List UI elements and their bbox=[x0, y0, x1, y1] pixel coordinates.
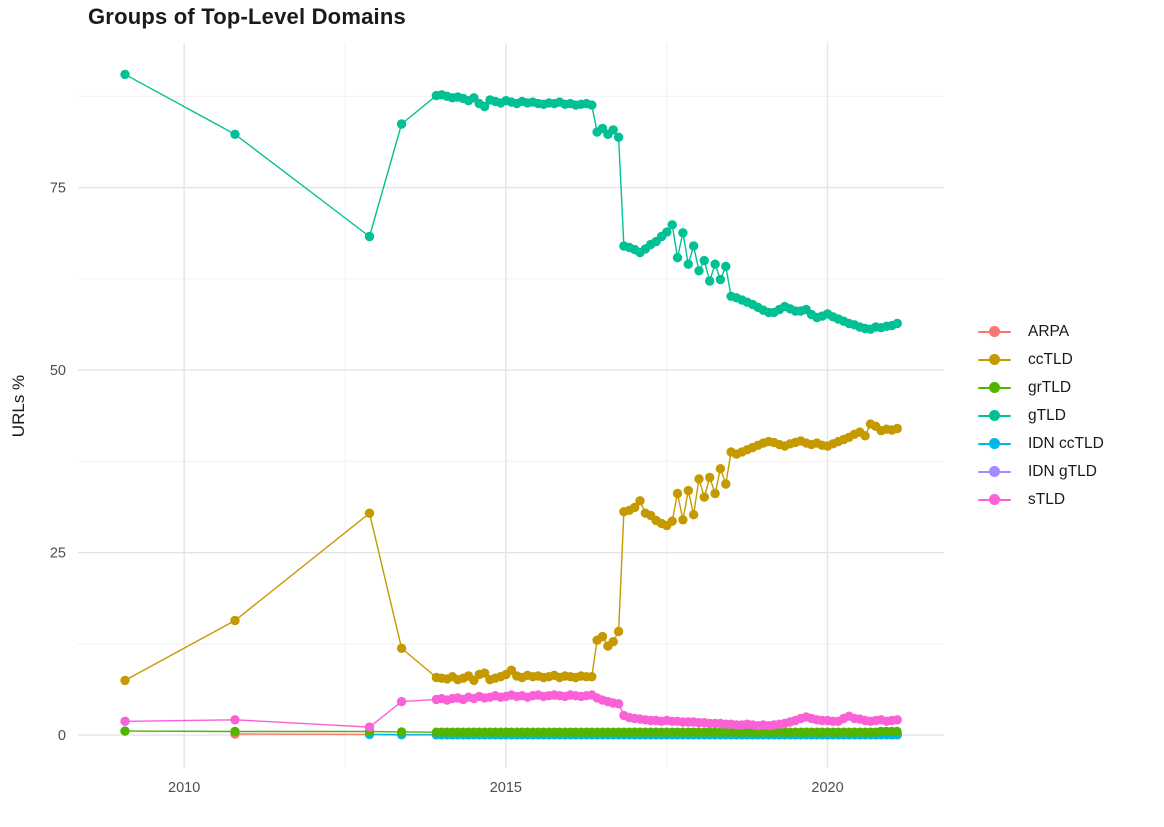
legend-label: sTLD bbox=[1028, 490, 1066, 508]
legend-key-icon bbox=[978, 437, 1011, 451]
series-gTLD bbox=[120, 69, 902, 334]
legend-item-IDN-gTLD: IDN gTLD bbox=[978, 462, 1104, 481]
data-point bbox=[230, 129, 240, 139]
data-point bbox=[230, 715, 240, 725]
data-point bbox=[683, 259, 693, 269]
data-point bbox=[120, 69, 130, 80]
legend-key-icon bbox=[978, 381, 1011, 395]
data-point bbox=[662, 227, 672, 237]
legend-label: gTLD bbox=[1028, 406, 1066, 424]
series-line bbox=[124, 73, 898, 330]
data-point bbox=[396, 727, 407, 737]
data-point bbox=[120, 716, 130, 726]
data-point bbox=[479, 101, 490, 112]
data-point bbox=[608, 125, 618, 135]
data-point bbox=[396, 119, 407, 129]
series-grTLD bbox=[120, 726, 902, 737]
data-point bbox=[635, 496, 645, 506]
data-point bbox=[364, 508, 375, 518]
data-point bbox=[688, 510, 699, 520]
data-point bbox=[667, 220, 677, 230]
legend-key-icon bbox=[978, 493, 1011, 507]
data-point bbox=[892, 726, 902, 737]
data-point bbox=[230, 726, 240, 737]
data-point bbox=[715, 274, 726, 285]
legend-key-icon bbox=[978, 353, 1011, 367]
data-point bbox=[613, 132, 624, 142]
data-point bbox=[230, 615, 240, 626]
data-point bbox=[694, 266, 704, 276]
data-point bbox=[678, 228, 688, 238]
legend-item-IDN-ccTLD: IDN ccTLD bbox=[978, 434, 1104, 453]
data-point bbox=[721, 479, 731, 489]
data-point bbox=[892, 715, 902, 725]
data-point bbox=[721, 261, 731, 272]
data-point bbox=[710, 488, 720, 499]
data-point bbox=[587, 100, 597, 110]
data-point bbox=[479, 668, 490, 678]
data-point bbox=[364, 722, 375, 732]
legend-label: ccTLD bbox=[1028, 350, 1073, 368]
data-point bbox=[667, 516, 677, 526]
legend-item-sTLD: sTLD bbox=[978, 490, 1104, 509]
data-point bbox=[364, 231, 375, 242]
data-point bbox=[715, 464, 726, 474]
series-sTLD bbox=[120, 690, 902, 732]
y-tick-label: 75 bbox=[50, 181, 66, 197]
x-tick-label: 2015 bbox=[490, 780, 522, 796]
data-point bbox=[120, 726, 130, 736]
data-point bbox=[613, 699, 624, 709]
data-point bbox=[613, 626, 624, 637]
data-point bbox=[678, 515, 688, 525]
data-point bbox=[860, 431, 870, 441]
data-point bbox=[597, 631, 608, 642]
data-point bbox=[705, 276, 715, 286]
x-tick-label: 2010 bbox=[168, 780, 200, 796]
data-point bbox=[688, 241, 699, 251]
legend-label: ARPA bbox=[1028, 322, 1070, 340]
data-point bbox=[672, 253, 683, 263]
legend-item-ccTLD: ccTLD bbox=[978, 350, 1104, 369]
legend: ARPA ccTLD grTLD gTLD IDN ccTLD IDN gTLD sTLD bbox=[978, 322, 1104, 509]
x-tick-label: 2020 bbox=[811, 780, 843, 796]
legend-item-gTLD: gTLD bbox=[978, 406, 1104, 425]
legend-label: grTLD bbox=[1028, 378, 1072, 396]
data-point bbox=[630, 502, 640, 513]
legend-key-icon bbox=[978, 409, 1011, 423]
plot-title: Groups of Top-Level Domains bbox=[88, 4, 406, 29]
data-point bbox=[710, 259, 720, 269]
legend-key-icon bbox=[978, 465, 1011, 479]
data-point bbox=[699, 255, 709, 266]
data-point bbox=[699, 492, 709, 502]
series-ccTLD bbox=[120, 419, 902, 686]
legend-item-grTLD: grTLD bbox=[978, 378, 1104, 397]
data-point bbox=[120, 675, 130, 686]
legend-label: IDN gTLD bbox=[1028, 462, 1097, 480]
data-point bbox=[892, 318, 902, 329]
data-point bbox=[396, 696, 407, 707]
legend-item-ARPA: ARPA bbox=[978, 322, 1104, 341]
data-point bbox=[608, 637, 618, 647]
legend-key-icon bbox=[978, 325, 1011, 339]
y-tick-label: 0 bbox=[58, 728, 66, 744]
data-point bbox=[587, 672, 597, 682]
legend-label: IDN ccTLD bbox=[1028, 434, 1104, 452]
data-point bbox=[672, 488, 683, 499]
data-point bbox=[683, 485, 693, 496]
data-point bbox=[396, 643, 407, 653]
data-point bbox=[694, 474, 704, 484]
data-point bbox=[892, 423, 902, 434]
y-tick-label: 25 bbox=[50, 546, 66, 562]
y-tick-label: 50 bbox=[50, 363, 66, 379]
data-point bbox=[705, 472, 715, 483]
